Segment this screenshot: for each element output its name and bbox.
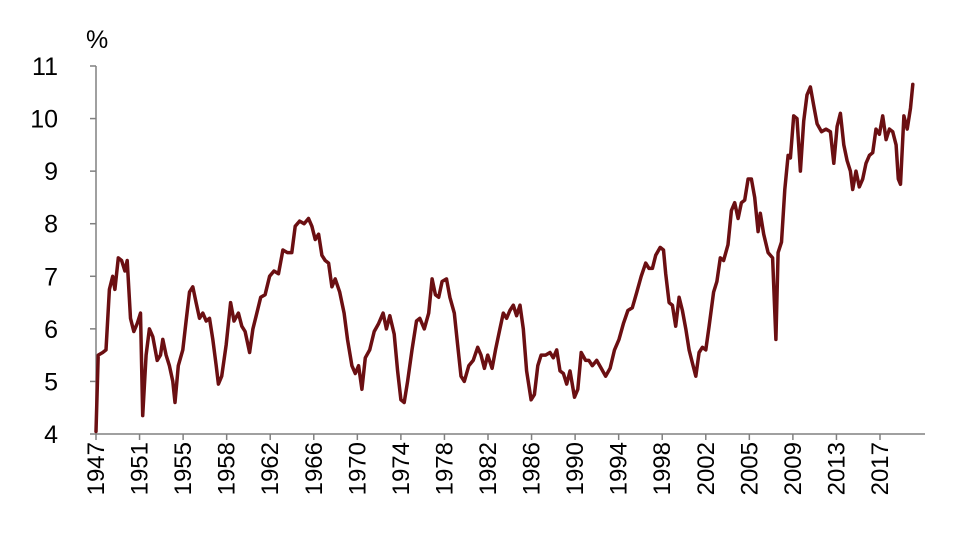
x-tick-label: 2017 <box>867 442 894 495</box>
y-tick-label: 11 <box>32 53 58 81</box>
y-tick-label: 6 <box>44 316 58 344</box>
series-line <box>94 82 915 434</box>
y-axis: 4 5 6 7 8 9 10 11 <box>30 53 96 449</box>
x-tick-label: 1982 <box>475 442 502 495</box>
x-tick-label: 1994 <box>606 442 633 495</box>
x-tick-label: 2002 <box>693 442 720 495</box>
x-tick-label: 1970 <box>344 442 371 495</box>
x-tick-label: 1990 <box>562 442 589 495</box>
x-tick-label: 1966 <box>301 442 328 495</box>
x-tick-label: 1958 <box>214 442 241 495</box>
y-axis-unit-label: % <box>86 26 108 54</box>
y-tick-label: 10 <box>30 106 58 134</box>
y-tick-label: 5 <box>44 368 58 396</box>
x-tick-label: 1962 <box>257 442 284 495</box>
x-tick-label: 1978 <box>431 442 458 495</box>
x-tick-label: 2005 <box>736 442 763 495</box>
x-tick-label: 2013 <box>823 442 850 495</box>
x-tick-label: 1974 <box>388 442 415 495</box>
y-tick-label: 8 <box>44 211 58 239</box>
x-tick-label: 1986 <box>519 442 546 495</box>
x-axis: 1947 1951 1955 1958 1962 1966 1970 1974 1978 1982… <box>83 434 894 495</box>
x-tick-label: 2009 <box>780 442 807 495</box>
y-tick-label: 4 <box>44 421 58 449</box>
x-tick-label: 1955 <box>170 442 197 495</box>
x-tick-label: 1998 <box>649 442 676 495</box>
x-tick-label: 1951 <box>127 442 154 495</box>
y-tick-label: 9 <box>44 158 58 186</box>
y-tick-label: 7 <box>44 263 58 291</box>
x-tick-label: 1947 <box>83 442 110 495</box>
series-layer <box>94 82 915 434</box>
